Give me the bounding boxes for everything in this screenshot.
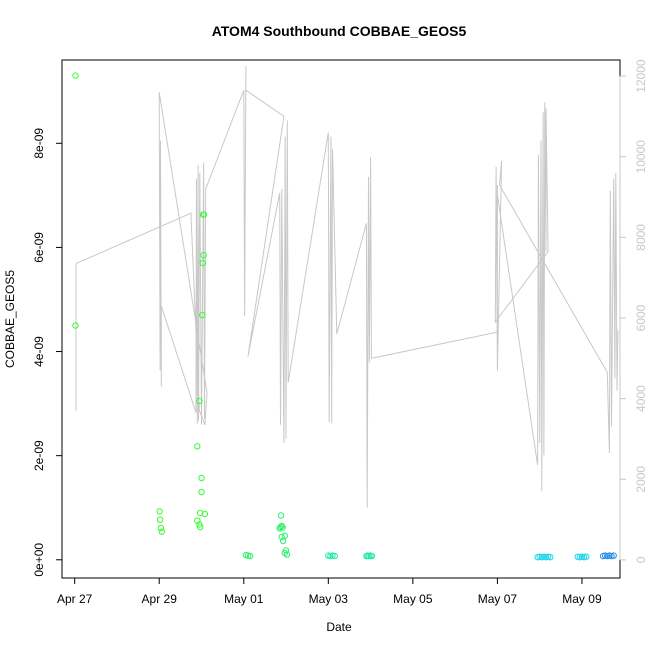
y-tick-label: 2e-09 [32, 440, 46, 471]
y-axis-label: COBBAE_GEOS5 [3, 270, 17, 368]
y-tick-label: 4e-09 [32, 336, 46, 367]
x-tick-label: Apr 27 [57, 592, 93, 606]
data-point-0-18 [200, 211, 208, 218]
x-tick-label: May 01 [224, 592, 264, 606]
y-tick-label: 8e-09 [32, 128, 46, 159]
y2-tick-label: 6000 [634, 304, 648, 331]
y2-tick-label: 4000 [634, 385, 648, 412]
data-point-0-12 [198, 488, 205, 496]
x-axis-label: Date [326, 620, 352, 634]
x-tick-label: May 05 [393, 592, 433, 606]
data-point-2-3 [331, 552, 338, 560]
data-point-1-2 [246, 552, 254, 560]
data-point-0-13 [198, 474, 205, 482]
data-point-0-5 [158, 528, 166, 535]
y2-tick-label: 0 [634, 556, 648, 563]
y-tick-label: 0e+00 [32, 543, 46, 577]
data-point-1-6 [279, 524, 286, 531]
data-point-4-5 [610, 552, 617, 559]
data-point-1-10 [279, 537, 287, 545]
data-point-1-12 [282, 547, 290, 554]
data-point-0-9 [196, 521, 203, 528]
y2-tick-label: 8000 [634, 224, 648, 251]
altitude-line-layer [75, 65, 619, 508]
x-tick-label: May 09 [562, 592, 602, 606]
chart-title: ATOM4 Southbound COBBAE_GEOS5 [212, 23, 467, 39]
x-tick-label: May 07 [478, 592, 518, 606]
y2-tick-label: 12000 [634, 59, 648, 93]
data-point-0-0 [72, 72, 79, 79]
x-axis: Apr 27 Apr 29 May 01 May 03 May 05 May 07 May … [57, 577, 602, 606]
y-axis: 0e+00 2e-09 4e-09 6e-09 8e-09 [32, 128, 63, 577]
x-tick-label: May 03 [309, 592, 349, 606]
data-point-0-1 [72, 322, 79, 329]
y2-tick-label: 10000 [634, 140, 648, 174]
data-point-2-8 [368, 552, 376, 560]
data-point-0-4 [157, 524, 165, 532]
data-point-0-14 [199, 311, 206, 319]
data-point-3-11 [583, 553, 590, 560]
y2-tick-label: 2000 [634, 466, 648, 493]
y-tick-label: 6e-09 [32, 232, 46, 263]
data-point-0-10 [197, 523, 204, 531]
data-point-0-19 [201, 510, 209, 518]
data-point-1-7 [277, 512, 285, 519]
data-point-0-7 [196, 397, 203, 405]
data-point-0-2 [156, 508, 163, 515]
data-point-1-8 [278, 533, 285, 541]
data-point-0-6 [194, 443, 201, 450]
y2-axis: 0 2000 4000 6000 8000 10000 12000 [619, 59, 648, 563]
data-point-0-16 [200, 252, 207, 259]
data-point-0-11 [197, 509, 204, 517]
data-point-0-15 [199, 259, 207, 267]
data-point-0-3 [156, 516, 164, 523]
data-point-3-6 [547, 554, 554, 561]
x-tick-label: Apr 29 [142, 592, 178, 606]
data-point-1-13 [283, 551, 291, 558]
points-layer [72, 72, 617, 561]
altitude-line [75, 65, 619, 508]
